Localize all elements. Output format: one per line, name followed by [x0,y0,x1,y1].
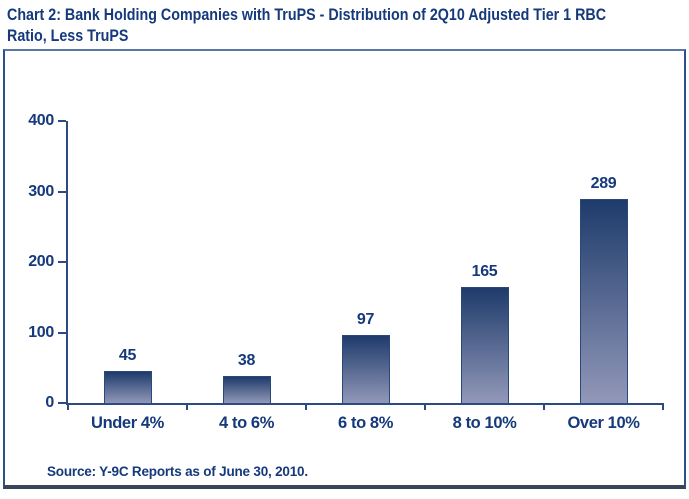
y-axis-tick-label: 300 [28,182,54,200]
bar [341,334,390,403]
x-axis-tick [424,403,426,410]
bar [103,371,152,403]
x-axis-tick [186,403,188,410]
bar [579,199,628,403]
bar [460,286,509,403]
x-axis-tick [67,403,69,410]
y-axis-tick-label: 400 [28,112,54,129]
chart-title-line2: Ratio, Less TruPS [7,26,129,45]
y-axis-tick-label: 100 [28,323,54,341]
x-category-label: Over 10% [567,414,640,432]
y-axis-tick-label: 0 [45,394,54,411]
x-axis-tick [305,403,307,410]
plot-area: 0 100 200 300 400 45 Under 4% 38 4 to 6% 97 6 to 8… [28,112,664,432]
x-category-label: 6 to 8% [338,414,393,432]
x-axis-tick [662,403,664,410]
y-axis-tick-label: 200 [28,253,54,270]
chart-frame: 0 100 200 300 400 45 Under 4% 38 4 to 6% 97 6 to 8… [3,49,686,489]
bar-value-label: 165 [471,262,498,280]
bar-value-label: 45 [118,347,137,365]
bar [222,376,271,403]
x-axis-tick [543,403,545,410]
bar-value-label: 97 [356,310,375,328]
y-axis-tick [58,190,66,193]
source-note: Source: Y-9C Reports as of June 30, 2010… [47,464,308,479]
y-axis-tick [58,120,66,122]
y-axis-tick [58,402,66,404]
bar-value-label: 289 [590,175,617,193]
y-axis-tick [58,261,66,263]
x-category-label: 4 to 6% [219,414,274,432]
x-category-label: Under 4% [91,414,164,432]
chart-title: Chart 2: Bank Holding Companies with Tru… [7,4,606,46]
x-category-label: 8 to 10% [452,414,517,432]
chart-title-line1: Chart 2: Bank Holding Companies with Tru… [7,5,607,24]
y-axis-tick [58,331,66,334]
bar-value-label: 38 [237,352,256,370]
